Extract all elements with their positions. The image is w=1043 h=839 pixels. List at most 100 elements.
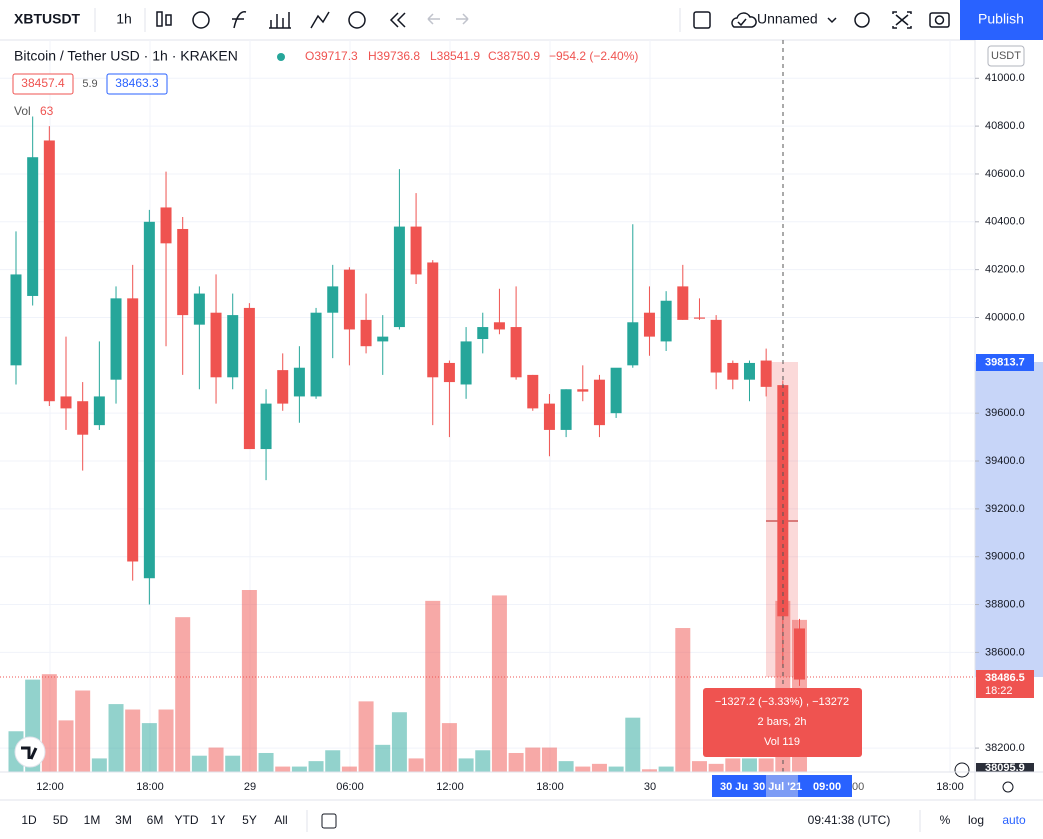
- volume-bar: [241, 590, 257, 772]
- crosshair-price-box: [976, 354, 1034, 371]
- volume-bar: [691, 761, 707, 772]
- candle-body: [177, 228, 189, 316]
- replay-icon[interactable]: [389, 12, 406, 28]
- x-tick-label: 18:00: [936, 781, 964, 793]
- countdown: 18:22: [985, 685, 1013, 697]
- candle-icon[interactable]: [165, 14, 172, 26]
- interval[interactable]: 1h: [116, 11, 132, 27]
- range-button[interactable]: 3M: [115, 813, 132, 827]
- candle-icon[interactable]: [156, 11, 163, 27]
- y-tick-label: 39200.0: [985, 503, 1025, 515]
- candle-body: [577, 389, 589, 392]
- range-button[interactable]: 1Y: [211, 813, 226, 827]
- candle-body: [610, 367, 622, 414]
- candle-body: [393, 226, 405, 328]
- last-price-box: [976, 670, 1034, 698]
- settings-icon[interactable]: [854, 12, 870, 28]
- currency-box[interactable]: [987, 45, 1025, 67]
- legend-title: Bitcoin / Tether USD · 1h · KRAKEN: [14, 48, 238, 64]
- volume-bar: [475, 750, 491, 772]
- y-tick-label: 39000.0: [985, 551, 1025, 563]
- price-axis-labels: 41000.0 40800.0 40600.0 40400.0 40200.0 40000…: [975, 72, 1025, 754]
- candle-body: [777, 385, 789, 617]
- price-labels: 39813.7 38486.5 18:22 38095.9: [954, 354, 1034, 778]
- volume-bar: [608, 766, 624, 772]
- candle-body: [260, 403, 272, 450]
- publish-label[interactable]: Publish: [978, 11, 1024, 27]
- alert-icon[interactable]: [348, 11, 366, 29]
- layout-name[interactable]: Unnamed: [757, 11, 818, 27]
- volume-bar: [658, 766, 674, 772]
- volume-bar: [41, 674, 57, 772]
- undo-icon[interactable]: [427, 13, 440, 25]
- plus-button[interactable]: [954, 762, 970, 778]
- currency[interactable]: USDT: [991, 50, 1021, 62]
- cloud-icon[interactable]: [731, 12, 757, 28]
- volume-bar: [558, 761, 574, 772]
- fullscreen-toggle[interactable]: [693, 11, 711, 29]
- y-tick-label: 40200.0: [985, 264, 1025, 276]
- candle-body: [227, 315, 239, 378]
- candle-body: [127, 298, 139, 562]
- clock[interactable]: 09:41:38 (UTC): [808, 813, 891, 827]
- volume-bar: [91, 758, 107, 772]
- legend-low: L38541.9: [430, 49, 480, 63]
- time-highlight-range: [766, 775, 798, 797]
- candle-body: [460, 341, 472, 385]
- volume-bar: [141, 723, 157, 772]
- bid[interactable]: 38457.4: [21, 76, 65, 90]
- toolbar: XBTUSDT 1h Unnamed Publish: [0, 0, 1043, 41]
- goto-date[interactable]: [321, 813, 337, 829]
- percent-toggle[interactable]: %: [940, 813, 951, 827]
- fx-icon[interactable]: [232, 11, 247, 29]
- candle-body: [543, 403, 555, 430]
- camera-lens: [934, 15, 945, 25]
- layout-dropdown[interactable]: [827, 17, 837, 24]
- range-button[interactable]: YTD: [175, 813, 199, 827]
- volume-bar: [325, 750, 341, 772]
- candle-body: [743, 362, 755, 380]
- volume-bar: [741, 758, 757, 772]
- volume-bar: [725, 758, 741, 772]
- logo-mark: [21, 746, 38, 760]
- x-tick-label: 30: [644, 781, 656, 793]
- indicator-icon[interactable]: [192, 11, 210, 29]
- y-tick-label: 40600.0: [985, 168, 1025, 180]
- ask-box[interactable]: [106, 73, 168, 95]
- volume-pane: [8, 590, 807, 772]
- range-button[interactable]: 1M: [84, 813, 101, 827]
- market-status: [277, 53, 285, 61]
- camera-icon[interactable]: [929, 12, 950, 28]
- range-button[interactable]: 5Y: [242, 813, 257, 827]
- ask[interactable]: 38463.3: [115, 76, 159, 90]
- y-tick-label: 40400.0: [985, 216, 1025, 228]
- candle-body: [527, 374, 539, 409]
- bid-box[interactable]: [12, 73, 74, 95]
- volume-bar: [75, 690, 91, 772]
- volume-bar: [508, 752, 524, 772]
- redo-icon[interactable]: [456, 13, 469, 25]
- volume-bar: [225, 755, 241, 772]
- time-axis: 30 Ju 30 Jul '21 09:00 00 12:00 18:00 29 06…: [36, 775, 1014, 797]
- volume-bar: [391, 712, 407, 772]
- publish-button[interactable]: [960, 0, 1043, 40]
- auto-toggle[interactable]: auto: [1002, 813, 1026, 827]
- candle-body: [277, 370, 289, 404]
- range-button[interactable]: All: [274, 813, 287, 827]
- candle-body: [627, 322, 639, 366]
- compare-icon[interactable]: [310, 11, 330, 29]
- volume-bar: [291, 766, 307, 772]
- tooltip-bars: 2 bars, 2h: [758, 716, 807, 728]
- expand-icon[interactable]: [892, 11, 912, 29]
- bars-icon[interactable]: [269, 12, 291, 29]
- range-button[interactable]: 1D: [21, 813, 37, 827]
- symbol[interactable]: XBTUSDT: [14, 11, 81, 27]
- log-toggle[interactable]: log: [968, 813, 984, 827]
- range-button[interactable]: 5D: [53, 813, 69, 827]
- volume-bar: [358, 701, 374, 772]
- range-button[interactable]: 6M: [147, 813, 164, 827]
- volume-bar: [58, 720, 74, 772]
- candle-body: [343, 269, 355, 330]
- axis-settings[interactable]: [1002, 781, 1014, 793]
- candle-body: [193, 293, 205, 325]
